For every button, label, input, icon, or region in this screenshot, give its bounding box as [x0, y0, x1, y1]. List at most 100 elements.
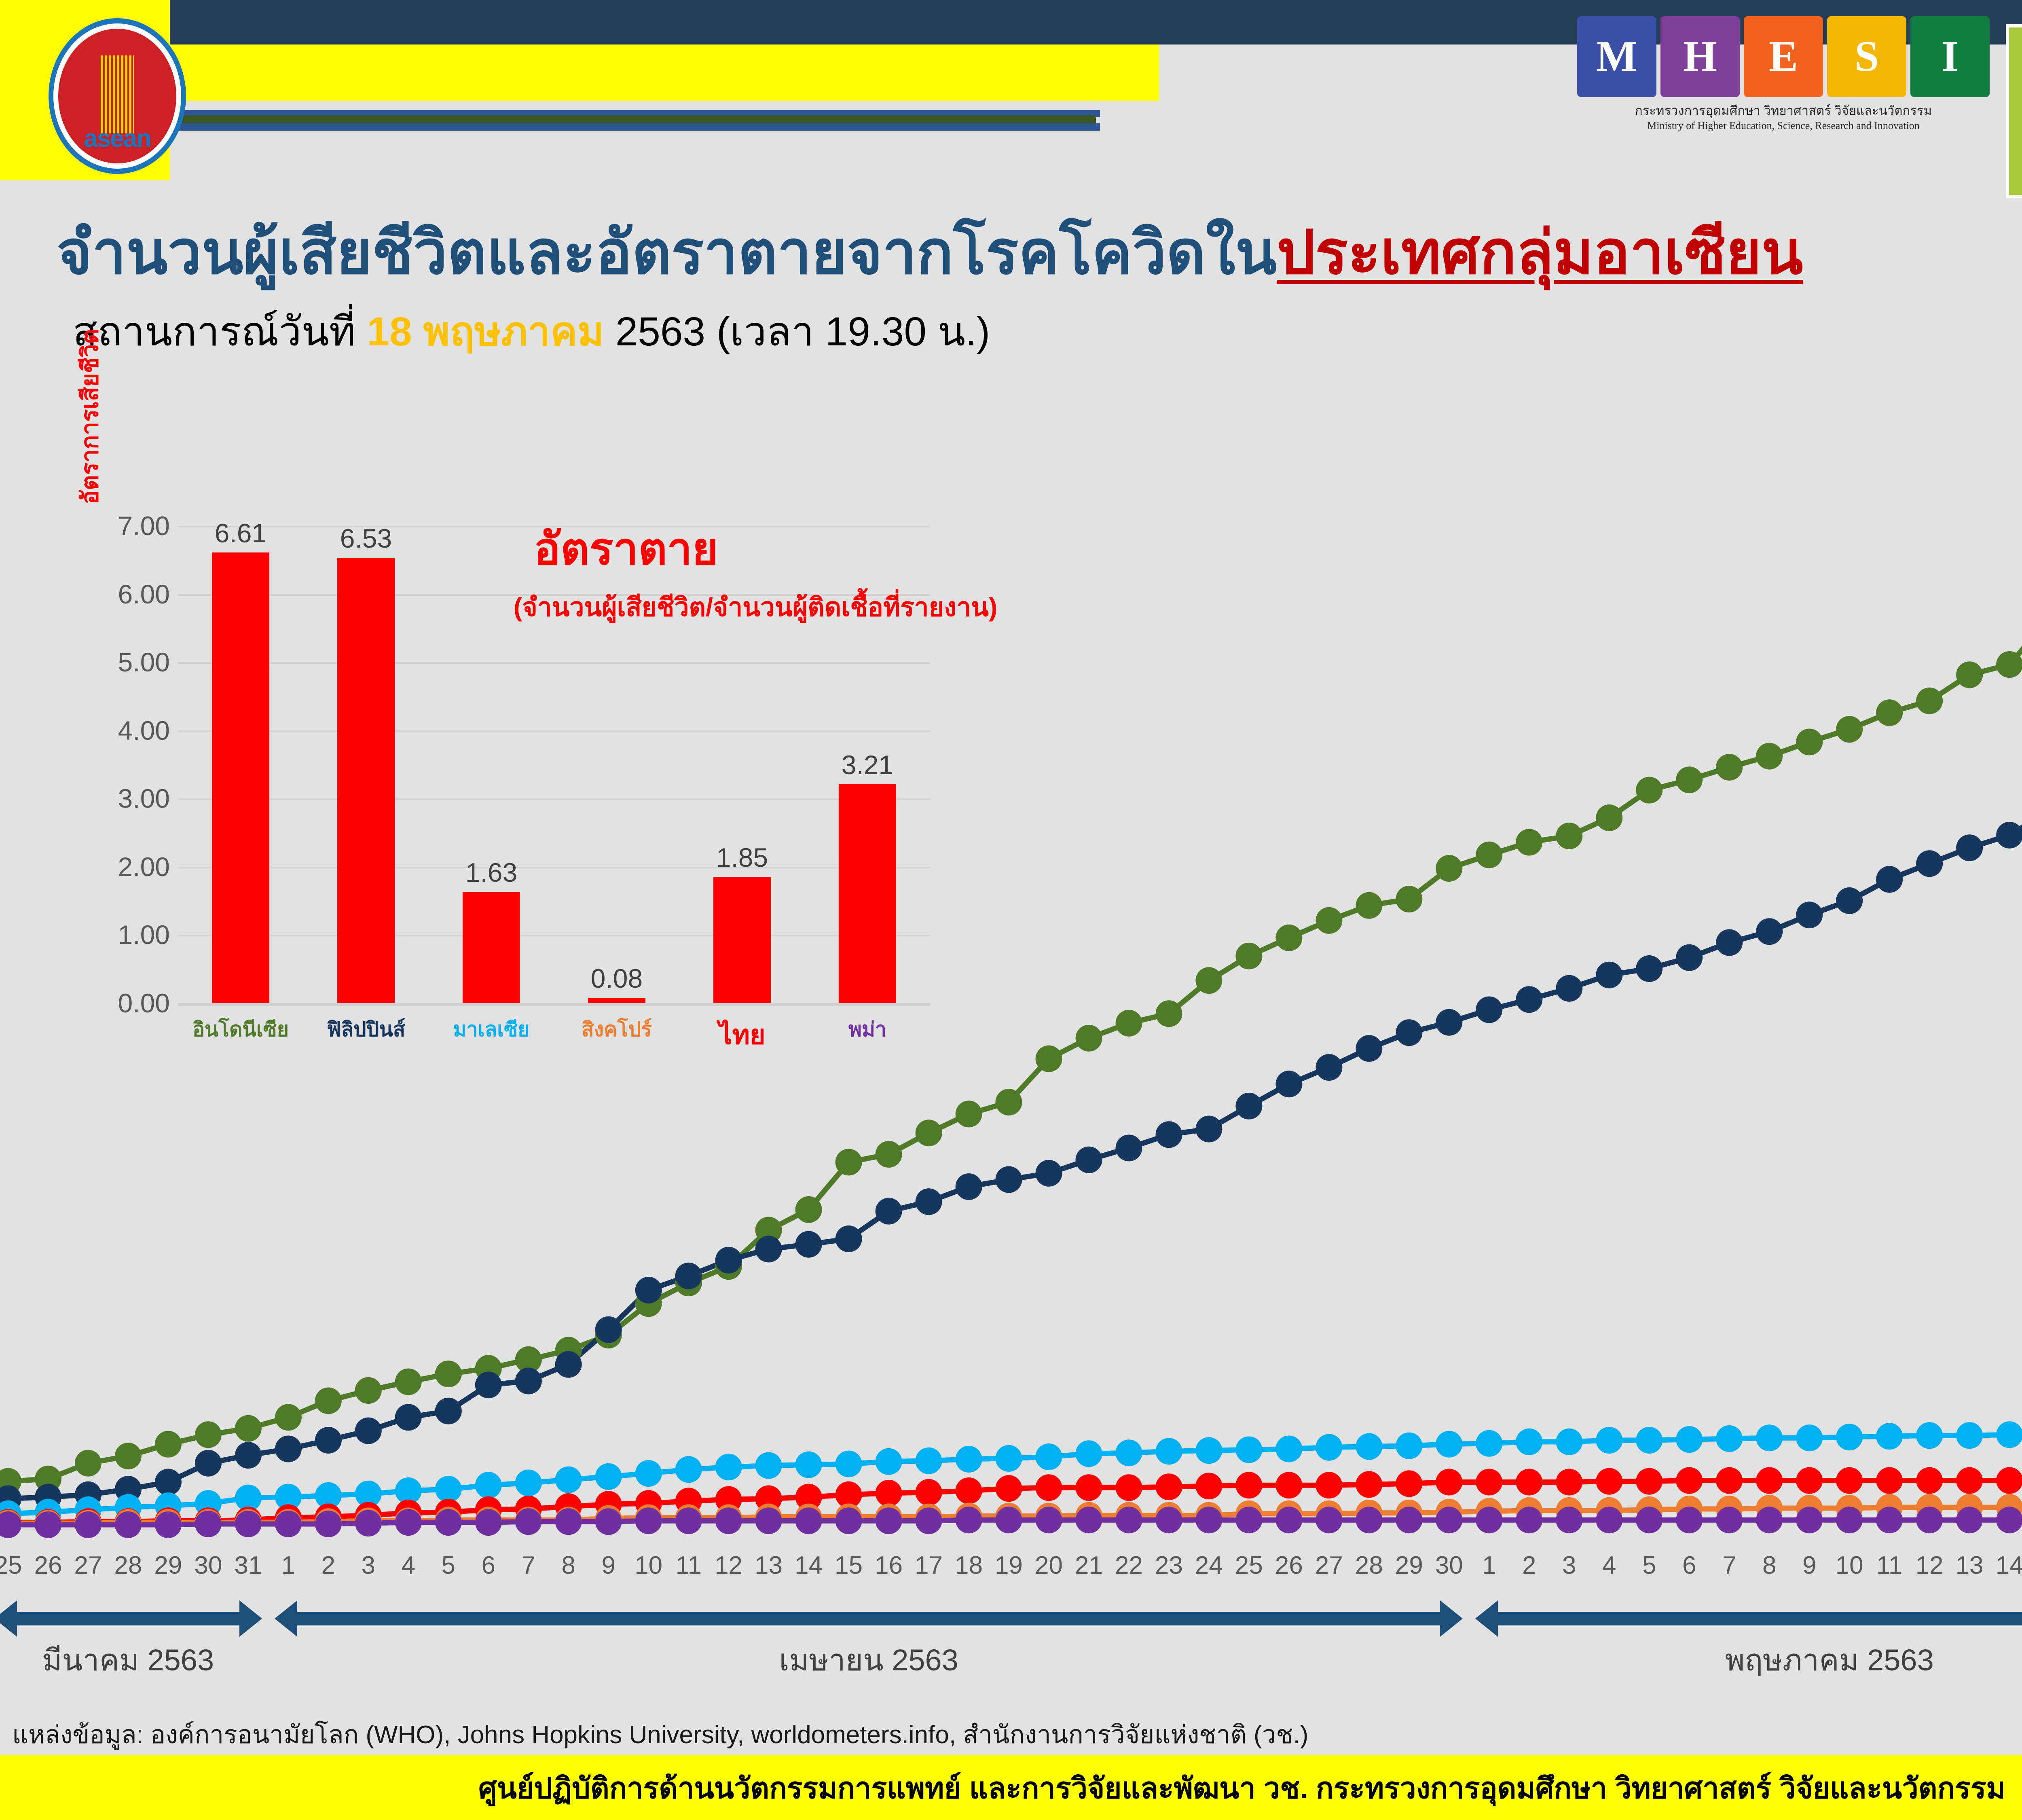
bar-value-label: 0.08	[590, 963, 643, 993]
x-axis-tick: 4	[1602, 1551, 1616, 1579]
asean-logo-wordmark: asean	[84, 125, 152, 152]
x-axis-tick: 5	[1642, 1551, 1656, 1579]
mhesi-thai-name: กระทรวงการอุดมศึกษา วิทยาศาสตร์ วิจัยและ…	[1635, 104, 1932, 118]
header-yellow-band	[0, 44, 1159, 101]
x-axis-tick: 8	[1762, 1551, 1777, 1579]
x-axis-tick: 31	[234, 1551, 262, 1579]
x-axis-tick: 10	[1835, 1551, 1863, 1579]
bar-chart-y-tick: 2.00	[118, 851, 170, 882]
footer-bar: ศูนย์ปฏิบัติการด้านนวัตกรรมการแพทย์ และก…	[0, 1755, 2022, 1820]
mhesi-english-name: Ministry of Higher Education, Science, R…	[1647, 120, 1920, 131]
x-axis-tick: 11	[1876, 1551, 1903, 1579]
mhesi-letter-h: H	[1660, 16, 1740, 97]
bar	[337, 558, 395, 1003]
bar-chart-y-tick: 6.00	[118, 579, 170, 609]
x-axis-tick: 29	[1395, 1551, 1423, 1579]
bar-category-label: อินโดนีเซีย	[192, 1018, 289, 1041]
x-axis-tick: 7	[521, 1551, 536, 1579]
bar-value-label: 1.63	[465, 857, 518, 888]
x-axis-tick: 25	[1235, 1551, 1263, 1579]
mortality-rate-bar-chart: 0.00 1.00 2.00 3.00 4.00 5.00 6.00 7.00 6.61 อินโ…	[73, 477, 962, 1052]
x-axis-tick: 14	[795, 1551, 823, 1579]
x-axis-tick: 28	[1355, 1551, 1383, 1579]
x-axis-tick: 22	[1115, 1551, 1143, 1579]
x-axis-tick: 1	[1482, 1551, 1496, 1579]
bar-category-label: พม่า	[848, 1018, 886, 1041]
bar	[713, 877, 771, 1003]
bar-chart-y-tick: 4.00	[118, 715, 170, 745]
x-axis-tick: 4	[401, 1551, 416, 1579]
month-label: มีนาคม 2563	[42, 1643, 214, 1677]
x-axis-tick: 13	[755, 1551, 783, 1579]
subtitle-prefix: สถานการณ์วันที่	[73, 309, 356, 354]
x-axis-tick: 27	[1315, 1551, 1343, 1579]
footer-text: ศูนย์ปฏิบัติการด้านนวัตกรรมการแพทย์ และก…	[478, 1772, 2005, 1805]
bar-chart-y-tick: 3.00	[118, 783, 170, 814]
x-axis-tick: 11	[675, 1551, 702, 1579]
source-note: แหล่งข้อมูล: องค์การอนามัยโลก (WHO), Joh…	[12, 1721, 1309, 1749]
mhesi-letter-e: E	[1744, 16, 1823, 97]
x-axis-tick: 14	[1995, 1551, 2022, 1579]
x-axis-tick: 23	[1155, 1551, 1183, 1579]
page-title: จำนวนผู้เสียชีวิตและอัตราตายจากโรคโควิดใ…	[57, 204, 1803, 301]
x-axis-tick: 8	[561, 1551, 575, 1579]
month-range-arrow	[274, 1600, 1463, 1637]
x-axis-tick: 18	[955, 1551, 983, 1579]
month-label: พฤษภาคม 2563	[1725, 1643, 1934, 1677]
x-axis-tick: 3	[1562, 1551, 1576, 1579]
x-axis-tick: 30	[1435, 1551, 1463, 1579]
x-axis-tick: 16	[875, 1551, 903, 1579]
bar-chart-y-axis-label: อัตราการเสียชีวิต	[77, 329, 103, 504]
bar-chart-y-tick: 0.00	[118, 988, 170, 1018]
month-band-row: มีนาคม 2563 เมษายน 2563 พฤษภาคม 2563	[0, 1596, 2022, 1677]
bar-chart-gridline	[178, 730, 930, 732]
bar-category-label: ไทย	[719, 1020, 766, 1050]
month-range-arrow	[0, 1600, 262, 1637]
bar-chart-y-tick: 5.00	[118, 647, 170, 677]
mhesi-letter-s: S	[1827, 16, 1906, 97]
bar	[212, 552, 270, 1003]
bar-chart-baseline	[178, 1003, 930, 1006]
x-axis-tick: 6	[1682, 1551, 1696, 1579]
x-axis-tick-labels: 25 26 27 28 29 30 31 1 2 3 4 5 6 7 8 9 10 11 12 13 14 15 16 17 1…	[0, 1551, 2022, 1587]
page-title-main: จำนวนผู้เสียชีวิตและอัตราตายจากโรคโควิดใ…	[57, 218, 1277, 286]
bar-value-label: 6.61	[214, 518, 267, 548]
x-axis-tick: 3	[361, 1551, 376, 1579]
bar-chart-y-tick: 7.00	[118, 511, 170, 541]
bar	[588, 997, 646, 1003]
mhesi-letter-i: I	[1910, 16, 1990, 97]
bar-chart-title: อัตราตาย	[534, 524, 719, 574]
page-title-highlight: ประเทศกลุ่มอาเซียน	[1277, 218, 1803, 286]
bar-chart-gridline	[178, 594, 930, 596]
bar-value-label: 1.85	[716, 842, 768, 873]
bar-chart-gridline	[178, 935, 930, 937]
x-axis-tick: 24	[1195, 1551, 1223, 1579]
x-axis-tick: 29	[154, 1551, 182, 1579]
bar-chart-gridline	[178, 866, 930, 868]
bar-chart-gridline	[178, 798, 930, 800]
bar-value-label: 3.21	[841, 749, 894, 780]
x-axis-tick: 2	[1522, 1551, 1536, 1579]
x-axis-tick: 28	[114, 1551, 142, 1579]
asean-rice-stalks-icon	[101, 55, 134, 133]
bar-chart-gridline	[178, 662, 930, 664]
month-label: เมษายน 2563	[779, 1643, 958, 1677]
x-axis-tick: 26	[34, 1551, 62, 1579]
mhesi-letter-m: M	[1577, 16, 1656, 97]
x-axis-tick: 13	[1955, 1551, 1984, 1579]
line-chart-plot	[0, 497, 2022, 1541]
x-axis-tick: 26	[1275, 1551, 1303, 1579]
x-axis-tick: 27	[74, 1551, 102, 1579]
bar	[838, 784, 897, 1003]
x-axis-tick: 25	[0, 1551, 22, 1579]
bar-category-label: ฟิลิปปินส์	[326, 1018, 406, 1041]
header-rule-blue-bottom	[158, 123, 1100, 131]
x-axis-tick: 20	[1035, 1551, 1063, 1579]
x-axis-tick: 12	[715, 1551, 743, 1579]
month-range-arrow	[1475, 1600, 2022, 1637]
bar-chart-subtitle: (จำนวนผู้เสียชีวิต/จำนวนผู้ติดเชื้อที่รา…	[514, 593, 998, 622]
x-axis-tick: 19	[995, 1551, 1023, 1579]
bar-value-label: 6.53	[340, 523, 392, 554]
nrct-logo: วช. NRCT	[2006, 24, 2022, 198]
